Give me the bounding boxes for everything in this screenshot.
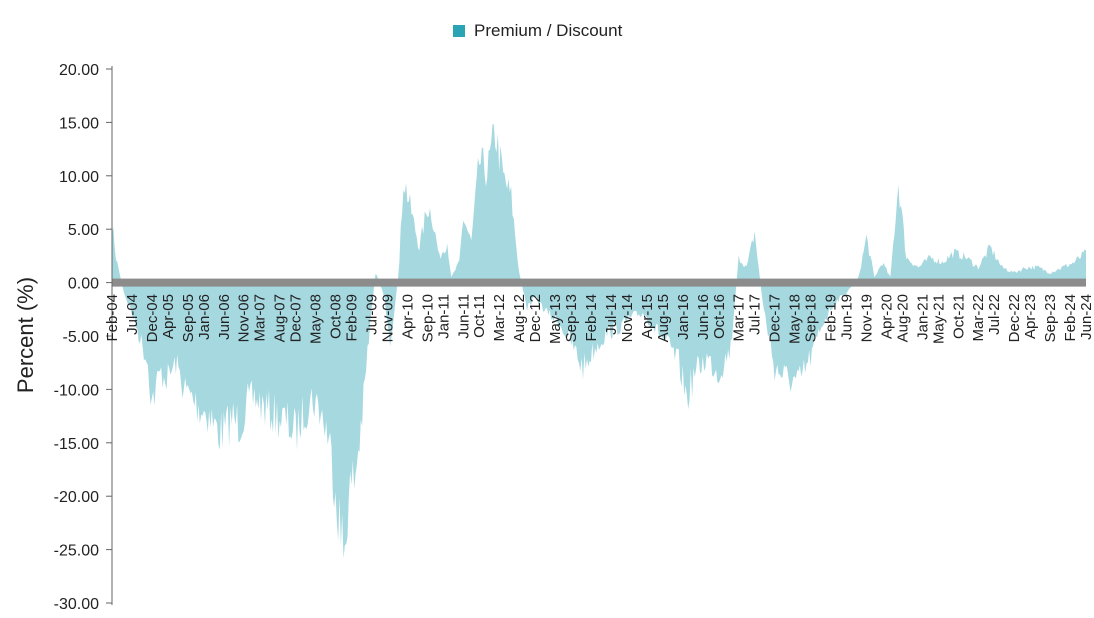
- x-tick-label: Dec-22: [1006, 294, 1023, 342]
- x-tick-label: Nov-14: [619, 294, 636, 342]
- x-tick-label: May-18: [787, 294, 804, 344]
- x-tick-label: Feb-24: [1062, 294, 1079, 342]
- x-tick-label: Apr-10: [399, 294, 416, 339]
- x-tick-label: Sep-05: [180, 294, 197, 342]
- plot-area: [112, 124, 1086, 559]
- x-tick-label: Feb-09: [344, 294, 361, 342]
- x-tick-label: Feb-19: [823, 294, 840, 342]
- x-tick-label: Dec-04: [144, 294, 161, 342]
- zero-line-band: [112, 278, 1086, 287]
- x-tick-label: Sep-23: [1042, 294, 1059, 342]
- x-tick-label: Nov-19: [859, 294, 876, 342]
- y-tick-label: -20.00: [54, 489, 99, 506]
- x-tick-label: Apr-23: [1022, 294, 1039, 339]
- x-tick-label: Oct-11: [471, 294, 488, 338]
- x-tick-label: Mar-17: [731, 294, 748, 342]
- x-tick-label: Oct-08: [328, 294, 345, 339]
- y-tick-label: 20.00: [59, 62, 99, 79]
- x-tick-label: Dec-17: [767, 294, 784, 342]
- x-tick-label: Nov-06: [236, 294, 253, 342]
- x-tick-label: Jan-11: [435, 294, 452, 339]
- x-tick-label: Jan-21: [914, 294, 931, 340]
- x-tick-label: Jul-17: [747, 294, 764, 335]
- x-tick-label: Apr-20: [878, 294, 895, 339]
- x-tick-label: Apr-15: [639, 294, 656, 339]
- y-tick-label: 15.00: [59, 115, 99, 132]
- x-tick-label: Sep-13: [563, 294, 580, 342]
- x-tick-label: Mar-22: [970, 294, 987, 342]
- x-tick-label: Apr-05: [160, 294, 177, 339]
- y-tick-label: 10.00: [59, 169, 99, 186]
- y-tick-labels: 20.00 15.00 10.00 5.00 0.00 -5.00 -10.00 -15.00…: [54, 62, 112, 613]
- legend-swatch: [453, 25, 465, 37]
- x-tick-label: Jun-19: [839, 294, 856, 340]
- x-tick-label: Dec-12: [527, 294, 544, 342]
- x-tick-label: Jun-11: [455, 294, 472, 339]
- x-tick-label: Sep-18: [803, 294, 820, 342]
- x-tick-label: Aug-07: [272, 294, 289, 342]
- y-tick-label: -10.00: [54, 382, 99, 399]
- x-tick-label: Oct-21: [950, 294, 967, 339]
- x-tick-label: Aug-20: [894, 294, 911, 342]
- x-tick-label: Feb-14: [583, 294, 600, 342]
- legend-label: Premium / Discount: [474, 21, 623, 40]
- x-tick-label: Aug-12: [511, 294, 528, 342]
- x-tick-label: Dec-07: [288, 294, 305, 342]
- x-tick-label: May-21: [930, 294, 947, 344]
- y-tick-label: -30.00: [54, 596, 99, 613]
- x-tick-label: Mar-12: [491, 294, 508, 342]
- x-tick-label: Sep-10: [419, 294, 436, 342]
- y-tick-label: -25.00: [54, 543, 99, 560]
- x-tick-label: Oct-16: [711, 294, 728, 339]
- series-area-premium-discount: [112, 124, 1086, 559]
- x-tick-label: Mar-07: [252, 294, 269, 342]
- x-tick-label: May-08: [308, 294, 325, 344]
- x-tick-label: Jan-06: [196, 294, 213, 340]
- x-tick-label: Feb-04: [104, 294, 121, 342]
- x-tick-label: Jul-04: [124, 294, 141, 335]
- y-tick-label: 5.00: [68, 222, 99, 239]
- y-tick-label: -5.00: [63, 329, 100, 346]
- x-tick-label: Jan-16: [675, 294, 692, 340]
- x-tick-label: Jun-16: [695, 294, 712, 340]
- x-tick-label: Jul-09: [364, 294, 381, 335]
- y-tick-label: 0.00: [68, 276, 99, 293]
- x-tick-labels: Feb-04 Jul-04 Dec-04 Apr-05 Sep-05 Jan-06 Jun-…: [104, 294, 1094, 344]
- legend[interactable]: Premium / Discount: [453, 21, 623, 40]
- x-tick-label: Aug-15: [655, 294, 672, 342]
- x-tick-label: May-13: [547, 294, 564, 344]
- y-axis-title: Percent (%): [13, 277, 38, 393]
- x-tick-label: Jul-22: [986, 294, 1003, 335]
- x-tick-label: Nov-09: [379, 294, 396, 342]
- y-tick-label: -15.00: [54, 436, 99, 453]
- x-tick-label: Jul-14: [603, 294, 620, 335]
- x-tick-label: Jun-06: [216, 294, 233, 340]
- x-tick-label: Jun-24: [1078, 294, 1094, 340]
